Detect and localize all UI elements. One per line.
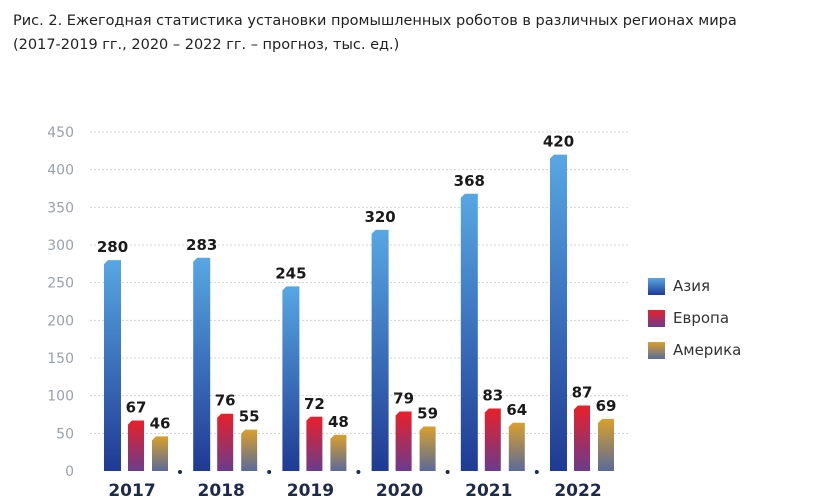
- x-separator-dot: [356, 470, 361, 474]
- bar-america: [330, 434, 347, 471]
- x-axis: 2017 2018 2019 2020 2021 2022: [108, 470, 602, 499]
- bar-america: [598, 419, 614, 471]
- y-tick-label: 100: [47, 389, 74, 405]
- data-label: 76: [215, 392, 236, 410]
- bar-europe: [574, 405, 590, 471]
- data-label: 83: [482, 386, 503, 404]
- x-tick-label: 2022: [554, 481, 601, 499]
- bar-europe: [306, 416, 323, 471]
- y-tick-label: 250: [47, 276, 74, 292]
- data-label: 48: [328, 413, 349, 431]
- x-tick-label: 2019: [287, 481, 334, 499]
- y-tick-label: 450: [47, 125, 74, 141]
- x-tick-label: 2021: [465, 481, 512, 499]
- bar-asia: [282, 286, 300, 471]
- y-axis: 0 50 100 150 200 250 300 350 400 450: [47, 125, 74, 480]
- bar-europe: [128, 420, 144, 471]
- legend-item-europe: Европа: [648, 302, 741, 334]
- x-separator-dot: [534, 470, 539, 474]
- data-label: 46: [150, 414, 171, 432]
- data-label: 67: [126, 399, 147, 417]
- x-tick-label: 2018: [198, 481, 245, 499]
- grid-lines: [90, 131, 628, 434]
- data-label: 245: [275, 264, 306, 282]
- legend-swatch-america: [648, 341, 665, 359]
- data-label: 55: [239, 408, 260, 426]
- data-label: 59: [417, 405, 438, 423]
- data-label: 368: [454, 172, 485, 190]
- bar-america: [508, 422, 525, 471]
- legend-item-america: Америка: [648, 334, 741, 366]
- y-tick-label: 350: [47, 200, 74, 216]
- bar-asia: [550, 154, 567, 471]
- bar-asia: [193, 257, 211, 471]
- legend-label-europe: Европа: [673, 309, 730, 327]
- data-label: 420: [543, 133, 574, 151]
- y-tick-label: 150: [47, 351, 74, 367]
- y-tick-label: 0: [65, 464, 74, 480]
- bar-america: [241, 429, 258, 471]
- bar-asia: [460, 193, 478, 472]
- legend-label-america: Америка: [673, 341, 742, 359]
- x-separator-dot: [445, 470, 450, 474]
- bar-europe: [484, 408, 501, 471]
- bar-europe: [217, 413, 234, 471]
- data-label: 320: [364, 208, 395, 226]
- bar-asia: [104, 260, 121, 471]
- y-tick-label: 200: [47, 313, 74, 329]
- data-label: 72: [304, 395, 325, 413]
- data-label: 283: [186, 236, 217, 254]
- data-label: 280: [97, 238, 128, 256]
- x-separator-dot: [178, 470, 182, 474]
- chart-title-line1: Рис. 2. Ежегодная статистика установки п…: [13, 13, 737, 29]
- data-label: 69: [596, 397, 617, 415]
- bar-europe: [395, 411, 412, 471]
- legend-item-asia: Азия: [648, 270, 741, 302]
- bar-asia: [371, 229, 389, 471]
- x-tick-label: 2020: [376, 481, 423, 499]
- bar-america: [419, 426, 436, 471]
- bar-america: [152, 436, 168, 471]
- x-separator-dot: [267, 470, 272, 474]
- chart-title: Рис. 2. Ежегодная статистика установки п…: [13, 9, 818, 57]
- y-tick-label: 400: [47, 163, 74, 179]
- legend: Азия Европа Америка: [648, 270, 741, 366]
- y-tick-label: 50: [56, 426, 74, 442]
- chart-title-line2: (2017-2019 гг., 2020 – 2022 гг. – прогно…: [13, 37, 400, 53]
- legend-swatch-asia: [648, 277, 665, 295]
- y-tick-label: 300: [47, 238, 74, 254]
- data-label: 64: [506, 401, 527, 419]
- legend-swatch-europe: [648, 309, 665, 327]
- data-label: 79: [393, 389, 414, 407]
- bars: [104, 154, 614, 472]
- data-label: 87: [572, 383, 593, 401]
- x-tick-label: 2017: [108, 481, 155, 499]
- legend-label-asia: Азия: [673, 277, 711, 295]
